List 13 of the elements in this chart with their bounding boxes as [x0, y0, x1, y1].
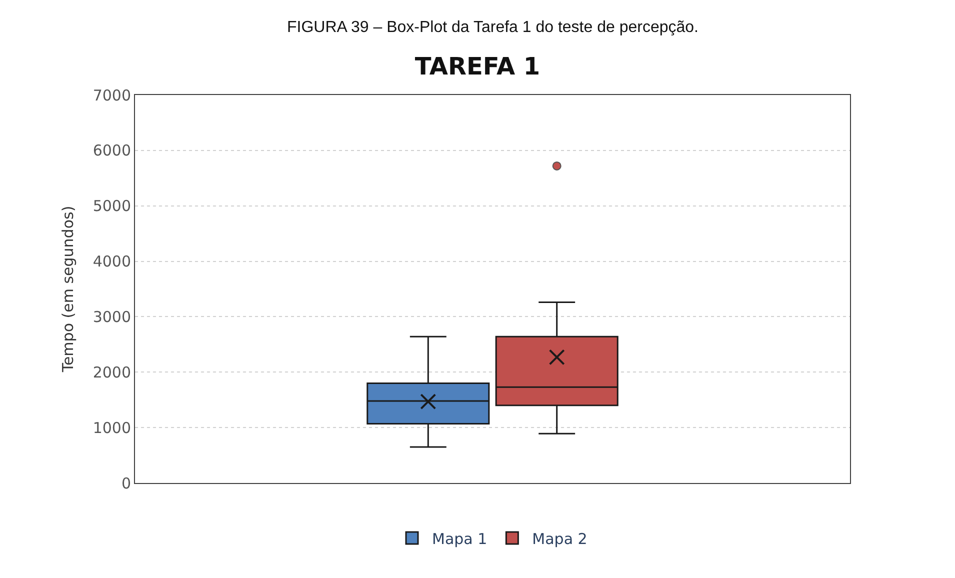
- y-tick-label: 2000: [92, 363, 131, 382]
- y-tick-label: 1000: [92, 418, 131, 437]
- y-tick-label: 4000: [92, 252, 131, 271]
- y-tick-label: 5000: [92, 197, 131, 216]
- chart-title: TAREFA 1: [414, 52, 540, 81]
- y-tick-label: 0: [121, 474, 131, 492]
- y-tick-label: 6000: [92, 142, 131, 160]
- y-axis-title: Tempo (em segundos): [59, 206, 78, 374]
- legend-label: Mapa 2: [532, 530, 588, 548]
- y-tick-label: 3000: [92, 308, 131, 326]
- y-tick-label: 7000: [92, 86, 131, 104]
- text: FIGURA 39 – Box-Plot da Tarefa 1 do teste de percepção.: [287, 19, 698, 36]
- legend-label: Mapa 1: [432, 530, 488, 548]
